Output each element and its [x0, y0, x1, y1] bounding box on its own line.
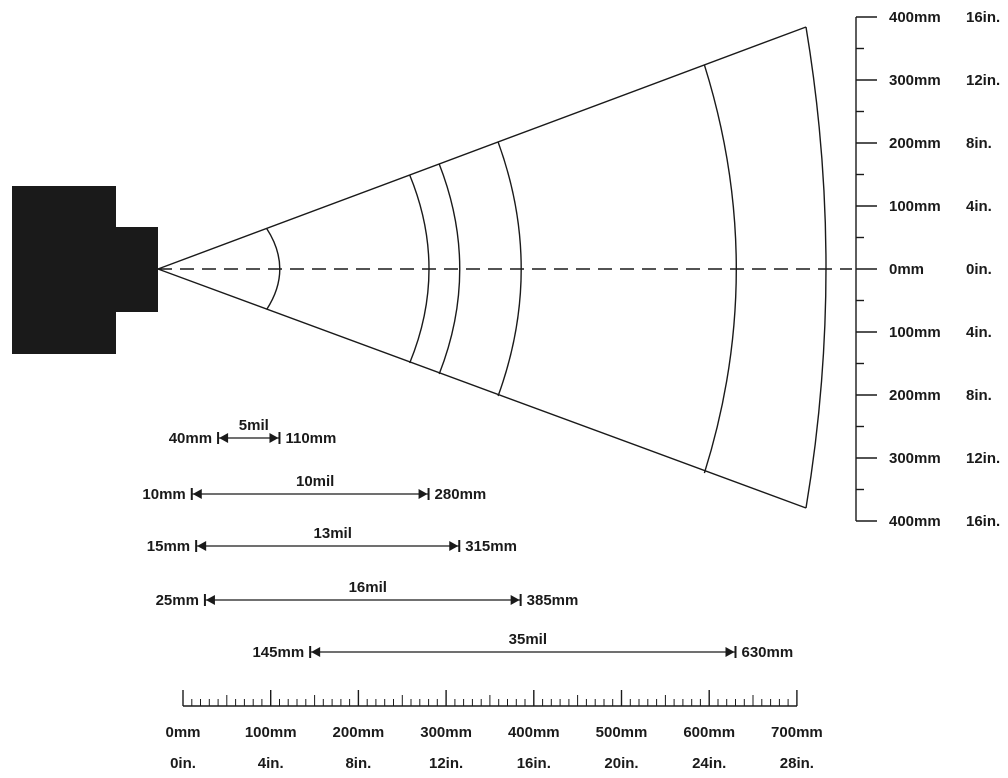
- horizontal-scale: 0mm 0in. 100mm 4in. 200mm 8in. 300mm 12in. 400mm…: [165, 690, 823, 772]
- ruler-mm-label: 700mm: [771, 724, 823, 741]
- range-arrow-left: [219, 433, 229, 443]
- range-far-label: 280mm: [435, 486, 487, 503]
- vertical-scale-in-label: 0in.: [966, 261, 992, 278]
- ruler-mm-label: 400mm: [508, 724, 560, 741]
- ruler-in-label: 28in.: [780, 755, 814, 772]
- range-arrow-left: [205, 595, 215, 605]
- vertical-scale-in-label: 12in.: [966, 72, 1000, 89]
- vertical-scale-mm-label: 100mm: [889, 324, 941, 341]
- range-near-label: 40mm: [169, 430, 212, 447]
- ruler-mm-label: 0mm: [165, 724, 200, 741]
- range-near-label: 10mm: [142, 486, 185, 503]
- range-arrow-right: [449, 541, 459, 551]
- vertical-scale-mm-label: 400mm: [889, 513, 941, 530]
- ruler-in-label: 16in.: [517, 755, 551, 772]
- range-far-label: 110mm: [285, 430, 336, 447]
- range-near-label: 15mm: [147, 538, 190, 555]
- range-resolution-label: 13mil: [314, 525, 352, 542]
- zone-arc: [497, 141, 522, 397]
- range-arrow-left: [197, 541, 207, 551]
- vertical-scale-in-label: 4in.: [966, 198, 992, 215]
- zone-arc: [409, 174, 430, 364]
- range-far-label: 315mm: [465, 538, 517, 555]
- range-near-label: 25mm: [156, 592, 199, 609]
- field-of-view-cone: [157, 26, 852, 509]
- vertical-scale-in-label: 12in.: [966, 450, 1000, 467]
- ruler-in-label: 24in.: [692, 755, 726, 772]
- ruler-in-label: 12in.: [429, 755, 463, 772]
- ruler-in-label: 0in.: [170, 755, 196, 772]
- range-arrow-right: [418, 489, 428, 499]
- ruler-in-label: 20in.: [604, 755, 638, 772]
- vertical-scale-in-label: 8in.: [966, 387, 992, 404]
- ruler-mm-label: 300mm: [420, 724, 472, 741]
- cone-upper-edge: [157, 26, 807, 270]
- zone-arc: [703, 64, 737, 474]
- vertical-scale-in-label: 16in.: [966, 513, 1000, 530]
- range-arrow-right: [269, 433, 279, 443]
- ruler-mm-label: 600mm: [683, 724, 735, 741]
- ruler-mm-label: 200mm: [333, 724, 385, 741]
- vertical-scale: 400mm 16in. 300mm 12in. 200mm 8in. 100mm 4in. 0m…: [855, 9, 1000, 530]
- range-far-label: 630mm: [742, 644, 794, 661]
- vertical-scale-mm-label: 400mm: [889, 9, 941, 26]
- ruler-mm-label: 100mm: [245, 724, 297, 741]
- vertical-scale-in-label: 16in.: [966, 9, 1000, 26]
- vertical-scale-mm-label: 300mm: [889, 450, 941, 467]
- zone-arc: [266, 228, 281, 310]
- vertical-scale-mm-label: 100mm: [889, 198, 941, 215]
- decode-ranges: 40mm 110mm 5mil 10mm 280mm 10mil 15mm 315mm 13mi…: [142, 417, 793, 661]
- ruler-in-label: 4in.: [258, 755, 284, 772]
- cone-outer-arc: [805, 26, 827, 509]
- ruler-mm-label: 500mm: [596, 724, 648, 741]
- range-resolution-label: 16mil: [349, 579, 387, 596]
- range-resolution-label: 5mil: [239, 417, 269, 434]
- zone-arc: [438, 163, 461, 375]
- cone-lower-edge: [157, 268, 807, 509]
- ruler-in-label: 8in.: [345, 755, 371, 772]
- range-arrow-right: [725, 647, 735, 657]
- vertical-scale-mm-label: 200mm: [889, 135, 941, 152]
- vertical-scale-mm-label: 0mm: [889, 261, 924, 278]
- range-far-label: 385mm: [527, 592, 579, 609]
- range-arrow-right: [510, 595, 520, 605]
- vertical-scale-mm-label: 300mm: [889, 72, 941, 89]
- vertical-scale-in-label: 4in.: [966, 324, 992, 341]
- range-arrow-left: [311, 647, 321, 657]
- vertical-scale-mm-label: 200mm: [889, 387, 941, 404]
- range-resolution-label: 35mil: [509, 631, 547, 648]
- vertical-scale-in-label: 8in.: [966, 135, 992, 152]
- barcode-scanner-icon: [12, 186, 158, 354]
- range-arrow-left: [192, 489, 202, 499]
- range-resolution-label: 10mil: [296, 473, 334, 490]
- range-near-label: 145mm: [252, 644, 304, 661]
